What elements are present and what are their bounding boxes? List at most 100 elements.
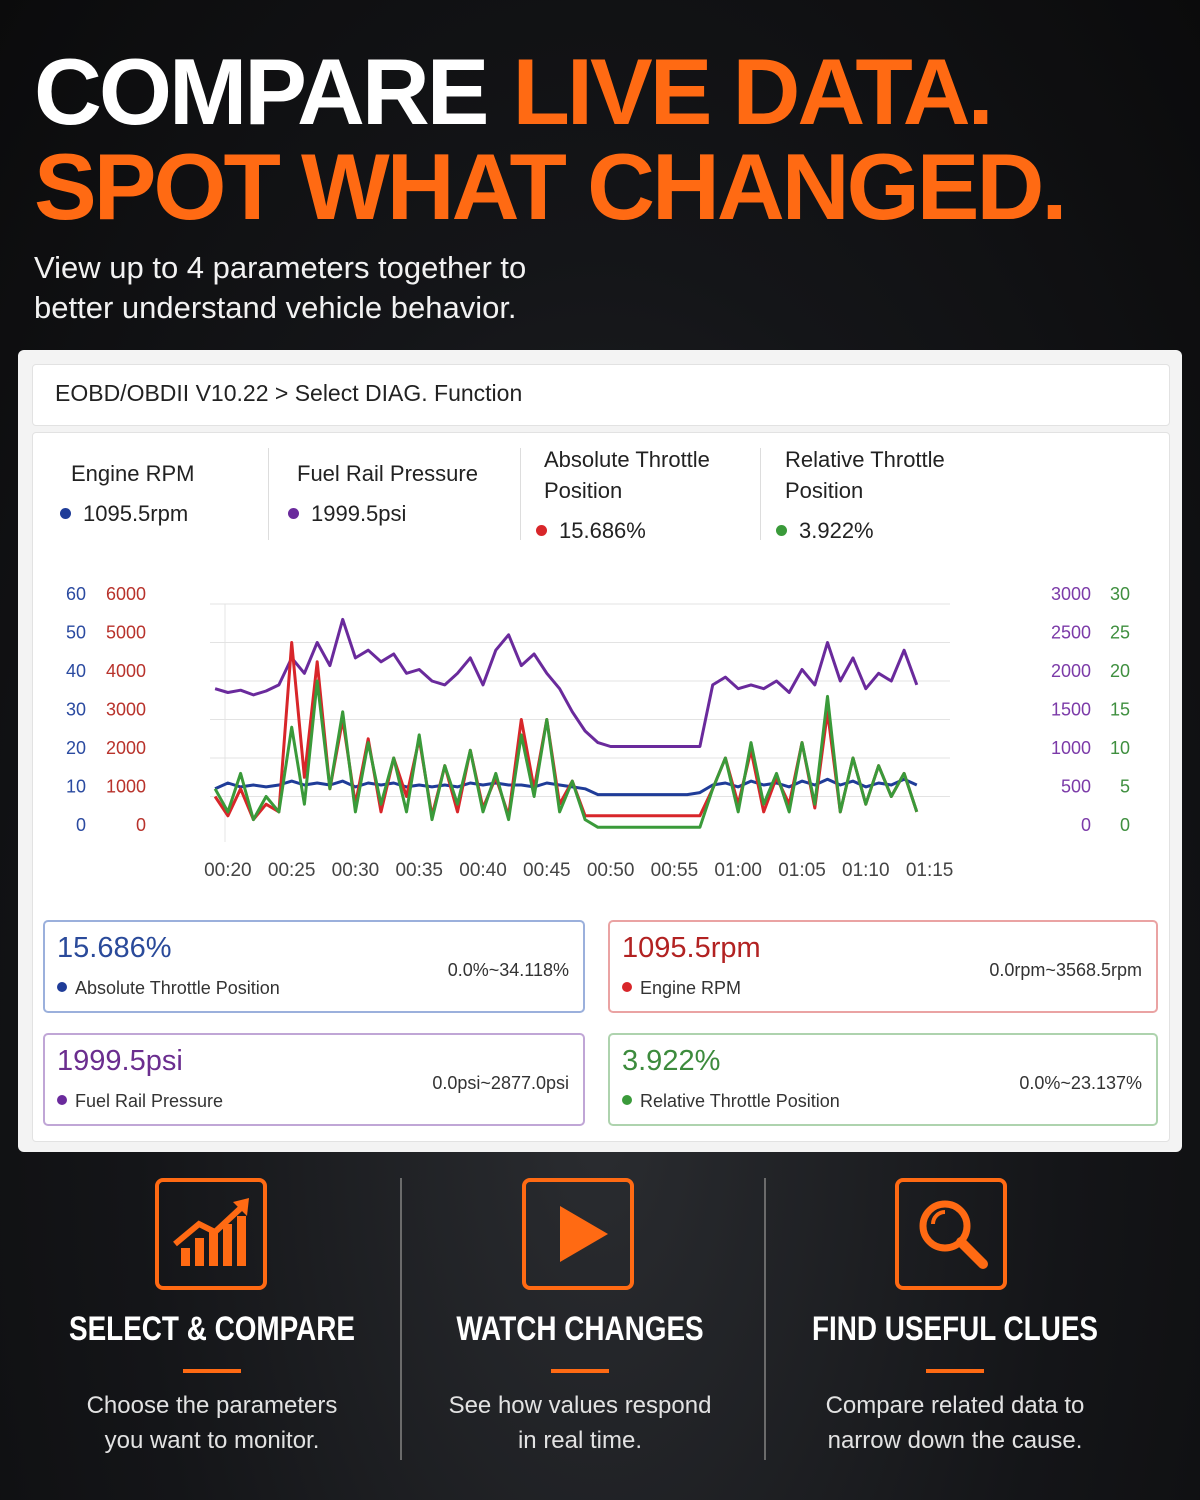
headline-line-2: SPOT WHAT CHANGED. (34, 134, 1067, 239)
y-tick-label: 1000 (1051, 738, 1091, 758)
legend-value: 15.686% (559, 518, 646, 543)
legend-item[interactable]: Fuel Rail Pressure 1999.5psi (288, 458, 498, 529)
legend-name: Relative Throttle Position (785, 447, 945, 503)
x-tick-label: 00:30 (332, 860, 380, 881)
feature-icon (155, 1178, 267, 1290)
card-range: 0.0rpm~3568.5rpm (989, 960, 1142, 980)
y-tick-label: 15 (1110, 699, 1130, 719)
y-tick-label: 500 (1061, 776, 1091, 796)
feature-text-line: in real time. (517, 1427, 643, 1454)
legend-item[interactable]: Relative Throttle Position 3.922% (776, 444, 976, 546)
legend-reading: 15.686% (536, 515, 736, 546)
legend-item[interactable]: Absolute Throttle Position 15.686% (536, 444, 736, 546)
feature-text: Compare related data to narrow down the c… (765, 1388, 1145, 1458)
card-value: 1095.5rpm (622, 932, 761, 964)
card-dot (622, 982, 632, 993)
y-tick-label: 3000 (106, 699, 146, 719)
legend-dot (60, 507, 71, 519)
legend-item[interactable]: Engine RPM 1095.5rpm (60, 458, 250, 529)
x-tick-label: 00:45 (523, 860, 571, 881)
reading-card[interactable]: 1095.5rpm Engine RPM 0.0rpm~3568.5rpm (608, 920, 1158, 1013)
card-name-row: Fuel Rail Pressure (57, 1091, 223, 1112)
feature-underline (926, 1369, 984, 1373)
legend-separator (760, 448, 761, 540)
card-dot (57, 1095, 67, 1106)
x-tick-label: 01:00 (714, 860, 762, 881)
y-tick-label: 60 (66, 584, 86, 604)
y-tick-label: 2000 (106, 738, 146, 758)
card-name: Engine RPM (640, 978, 742, 998)
y-tick-label: 0 (1081, 815, 1091, 835)
reading-card[interactable]: 3.922% Relative Throttle Position 0.0%~23.… (608, 1033, 1158, 1126)
y-tick-label: 5000 (106, 622, 146, 642)
legend-value: 1095.5rpm (83, 501, 189, 526)
y-tick-label: 30 (1110, 584, 1130, 604)
search-icon (919, 1200, 988, 1269)
legend-value: 1999.5psi (311, 501, 407, 526)
card-name: Relative Throttle Position (640, 1091, 840, 1111)
feature-title: SELECT & COMPARE (68, 1310, 356, 1348)
x-tick-label: 00:20 (204, 860, 252, 881)
breadcrumb[interactable]: EOBD/OBDII V10.22 > Select DIAG. Functio… (55, 380, 523, 406)
legend-reading: 1095.5rpm (60, 498, 250, 529)
card-name-row: Relative Throttle Position (622, 1091, 840, 1112)
y-tick-label: 0 (136, 815, 146, 835)
card-dot (622, 1095, 632, 1106)
y-tick-label: 10 (66, 776, 86, 796)
feature-text-line: See how values respond (448, 1392, 712, 1419)
feature-title: WATCH CHANGES (456, 1310, 704, 1348)
feature-underline (183, 1369, 241, 1373)
x-tick-label: 00:55 (651, 860, 699, 881)
feature-icon (895, 1178, 1007, 1290)
feature-icon (522, 1178, 634, 1290)
feature-divider (400, 1178, 402, 1460)
y-tick-label: 4000 (106, 661, 146, 681)
legend-name: Absolute Throttle Position (544, 447, 710, 503)
legend-value: 3.922% (799, 518, 874, 543)
x-tick-label: 01:10 (842, 860, 890, 881)
legend-dot (776, 524, 787, 536)
subtitle-line: better understand vehicle behavior. (34, 290, 517, 325)
y-tick-label: 2500 (1051, 622, 1091, 642)
feature-text: Choose the parameters you want to monitor… (22, 1388, 402, 1458)
series-line (213, 679, 919, 829)
y-tick-label: 5 (1120, 776, 1130, 796)
y-tick-label: 0 (1120, 815, 1130, 835)
card-value: 1999.5psi (57, 1045, 183, 1077)
card-range: 0.0%~34.118% (447, 960, 569, 980)
x-tick-label: 00:25 (268, 860, 316, 881)
y-tick-label: 0 (76, 815, 86, 835)
card-name: Absolute Throttle Position (75, 978, 280, 998)
card-name-row: Absolute Throttle Position (57, 978, 280, 999)
card-dot (57, 982, 67, 993)
feature-text-line: narrow down the cause. (827, 1427, 1083, 1454)
subtitle-line: View up to 4 parameters together to (34, 250, 527, 285)
feature-title: FIND USEFUL CLUES (811, 1310, 1099, 1348)
legend-dot (288, 507, 299, 519)
reading-card[interactable]: 15.686% Absolute Throttle Position 0.0%~34… (43, 920, 585, 1013)
y-tick-label: 3000 (1051, 584, 1091, 604)
y-tick-label: 2000 (1051, 661, 1091, 681)
feature-text: See how values respond in real time. (390, 1388, 770, 1458)
legend-separator (268, 448, 269, 540)
feature-divider (764, 1178, 766, 1460)
reading-card[interactable]: 1999.5psi Fuel Rail Pressure 0.0psi~2877.0… (43, 1033, 585, 1126)
card-value: 15.686% (57, 932, 172, 964)
y-tick-label: 1500 (1051, 699, 1091, 719)
y-tick-label: 30 (66, 699, 86, 719)
feature-text-line: you want to monitor. (104, 1427, 320, 1454)
x-tick-label: 01:05 (778, 860, 826, 881)
y-tick-label: 6000 (106, 584, 146, 604)
feature-underline (551, 1369, 609, 1373)
card-value: 3.922% (622, 1045, 721, 1077)
headline-orange: LIVE DATA. (512, 39, 994, 144)
card-name-row: Engine RPM (622, 978, 741, 999)
feature-text-line: Choose the parameters (86, 1392, 338, 1419)
legend-separator (520, 448, 521, 540)
y-tick-label: 1000 (106, 776, 146, 796)
legend-name: Fuel Rail Pressure (297, 461, 478, 486)
legend-dot (536, 524, 547, 536)
breadcrumb-bar (32, 364, 1170, 426)
x-tick-label: 00:35 (395, 860, 443, 881)
